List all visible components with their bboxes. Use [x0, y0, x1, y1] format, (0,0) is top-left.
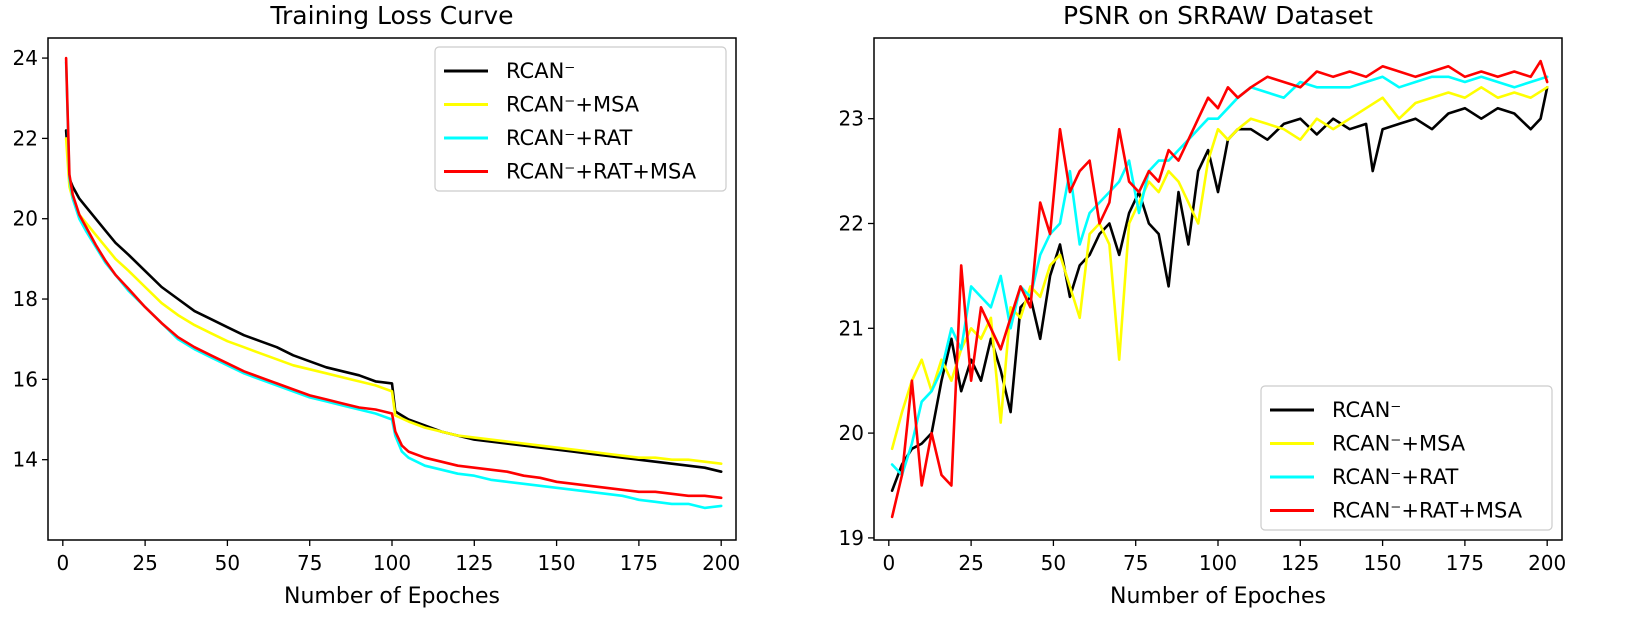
- series-line-3: [64, 56, 723, 500]
- y-axis: 14 16 18 20 22 24: [13, 46, 48, 472]
- legend-entry: RCAN⁻: [1332, 398, 1401, 422]
- legend-entry: RCAN⁻+MSA: [1332, 432, 1466, 456]
- legend-entry: RCAN⁻+RAT+MSA: [506, 160, 697, 184]
- y-tick-label: 20: [13, 207, 38, 231]
- y-tick-label: 22: [13, 126, 38, 150]
- x-tick-label: 75: [297, 551, 322, 575]
- x-tick-label: 100: [1199, 551, 1237, 575]
- legend-entry: RCAN⁻+MSA: [506, 93, 640, 117]
- chart-title: PSNR on SRRAW Dataset: [1063, 1, 1373, 30]
- x-tick-label: 75: [1123, 551, 1148, 575]
- x-tick-label: 150: [537, 551, 575, 575]
- legend-box: [434, 46, 727, 192]
- y-axis: 19 20 21 22 23: [839, 107, 874, 550]
- series-line-1: [64, 137, 723, 465]
- y-tick-label: 19: [839, 526, 864, 550]
- x-axis-label: Number of Epoches: [1110, 584, 1326, 609]
- x-axis: 0 25 50 75 100 125 150 175 200: [882, 540, 1566, 575]
- series-line-0: [890, 86, 1549, 492]
- x-tick-label: 0: [56, 551, 69, 575]
- training-loss-chart: Training Loss Curve 0 25 50 75 100 125 150 175 2…: [13, 1, 741, 609]
- series-line-2: [890, 75, 1549, 477]
- legend-entry: RCAN⁻+RAT: [506, 126, 632, 150]
- chart-title: Training Loss Curve: [269, 1, 513, 30]
- x-axis-label: Number of Epoches: [284, 584, 500, 609]
- y-tick-label: 24: [13, 46, 38, 70]
- legend-entry: RCAN⁻+RAT: [1332, 465, 1458, 489]
- y-tick-label: 21: [839, 316, 864, 340]
- series-lines: [890, 59, 1549, 519]
- legend: RCAN⁻ RCAN⁻+MSA RCAN⁻+RAT RCAN⁻+RAT+MSA: [434, 46, 727, 192]
- x-tick-label: 150: [1363, 551, 1401, 575]
- legend: RCAN⁻ RCAN⁻+MSA RCAN⁻+RAT RCAN⁻+RAT+MSA: [1260, 385, 1553, 531]
- series-lines: [64, 56, 723, 510]
- y-tick-label: 16: [13, 367, 38, 391]
- legend-box: [1260, 385, 1553, 531]
- x-tick-label: 0: [882, 551, 895, 575]
- x-tick-label: 200: [702, 551, 740, 575]
- y-tick-label: 18: [13, 287, 38, 311]
- psnr-chart: PSNR on SRRAW Dataset 0 25 50 75 100 125 150 17…: [839, 1, 1567, 609]
- y-tick-label: 22: [839, 211, 864, 235]
- series-line-0: [64, 129, 723, 473]
- legend-entry: RCAN⁻: [506, 59, 575, 83]
- x-tick-label: 25: [958, 551, 983, 575]
- x-tick-label: 50: [1041, 551, 1066, 575]
- x-axis: 0 25 50 75 100 125 150 175 200: [56, 540, 740, 575]
- x-tick-label: 125: [455, 551, 493, 575]
- x-tick-label: 100: [373, 551, 411, 575]
- y-tick-label: 14: [13, 448, 38, 472]
- x-tick-label: 175: [1446, 551, 1484, 575]
- x-tick-label: 125: [1281, 551, 1319, 575]
- x-tick-label: 50: [215, 551, 240, 575]
- x-tick-label: 25: [132, 551, 157, 575]
- series-line-3: [890, 59, 1549, 519]
- y-tick-label: 23: [839, 107, 864, 131]
- x-tick-label: 200: [1528, 551, 1566, 575]
- series-line-1: [890, 86, 1549, 451]
- y-tick-label: 20: [839, 421, 864, 445]
- legend-entry: RCAN⁻+RAT+MSA: [1332, 499, 1523, 523]
- x-tick-label: 175: [620, 551, 658, 575]
